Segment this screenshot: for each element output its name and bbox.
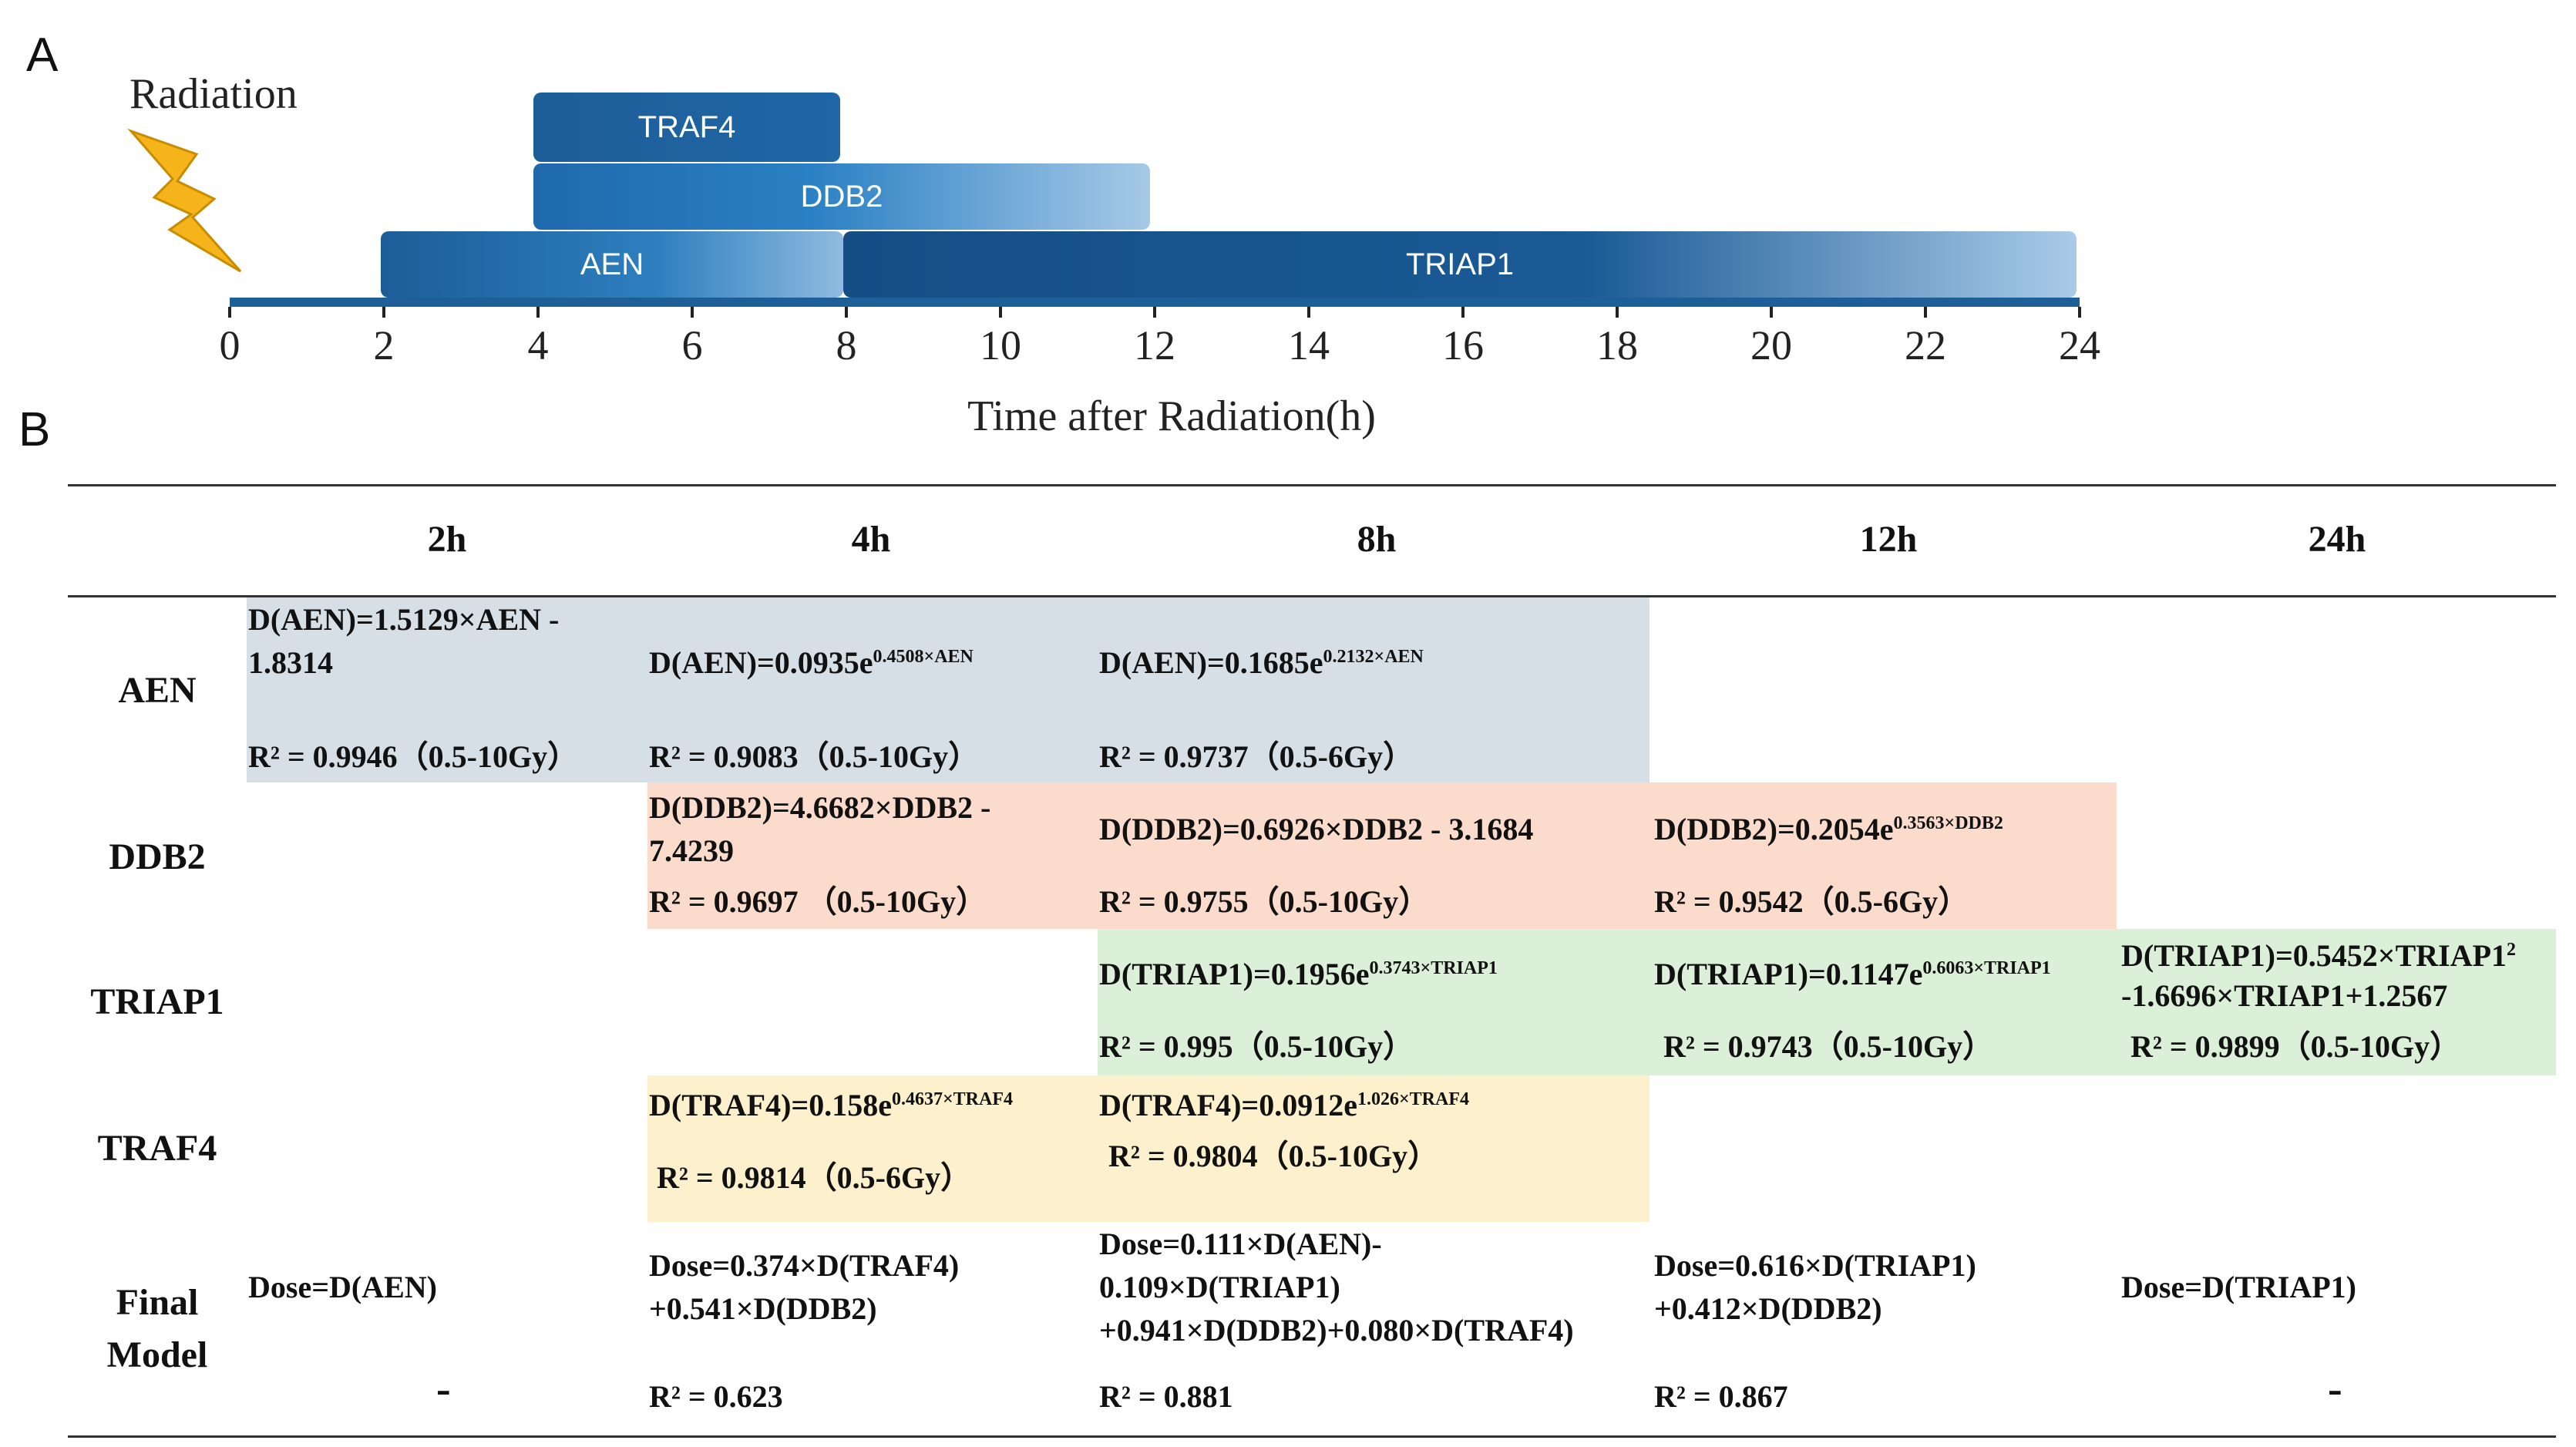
triap1-8h-eq: D(TRIAP1)=0.1956e0.3743×TRIAP1	[1099, 957, 1498, 991]
final-4h-r2: R² = 0.623	[649, 1379, 783, 1414]
traf4-row-bg	[647, 1075, 1650, 1222]
time-axis	[230, 298, 2080, 307]
triap1-8h-r2: R² = 0.995（0.5-10Gy）	[1099, 1029, 1414, 1064]
ddb2-8h-r2: R² = 0.9755（0.5-10Gy）	[1099, 884, 1430, 919]
axis-tick-label-6: 6	[682, 322, 703, 368]
row-label-final-1: Final	[116, 1282, 199, 1323]
final-8h-eq-line3: +0.941×D(DDB2)+0.080×D(TRAF4)	[1099, 1313, 1574, 1348]
axis-tick-label-12: 12	[1134, 322, 1175, 368]
bar-label-aen: AEN	[580, 247, 644, 281]
row-label-traf4: TRAF4	[97, 1128, 217, 1169]
col-header-12h: 12h	[1859, 519, 1918, 560]
row-label-aen: AEN	[118, 670, 197, 711]
bar-ddb2: DDB2	[533, 163, 1150, 230]
axis-tick-label-16: 16	[1442, 322, 1484, 368]
final-2h-eq: Dose=D(AEN)	[248, 1270, 437, 1304]
bar-label-ddb2: DDB2	[801, 180, 883, 214]
axis-tick-label-0: 0	[220, 322, 240, 368]
final-12h-eq-line1: Dose=0.616×D(TRIAP1)	[1654, 1248, 1976, 1283]
triap1-24h-r2: R² = 0.9899（0.5-10Gy）	[2130, 1029, 2461, 1064]
final-2h-r2: -	[436, 1365, 451, 1413]
ddb2-12h-eq: D(DDB2)=0.2054e0.3563×DDB2	[1654, 812, 2003, 846]
axis-tick-22	[1924, 307, 1927, 318]
axis-tick-label-24: 24	[2059, 322, 2100, 368]
axis-tick-label-14: 14	[1288, 322, 1330, 368]
axis-tick-16	[1461, 307, 1465, 318]
final-12h-eq-line2: +0.412×D(DDB2)	[1654, 1291, 1882, 1326]
x-axis-title: Time after Radiation(h)	[967, 392, 1376, 440]
row-label-final-2: Model	[106, 1334, 208, 1375]
axis-tick-20	[1770, 307, 1773, 318]
col-header-8h: 8h	[1357, 519, 1397, 560]
ddb2-4h-eq-line2: 7.4239	[649, 833, 734, 868]
axis-tick-label-2: 2	[374, 322, 395, 368]
table-header-rule	[68, 595, 2556, 597]
col-header-2h: 2h	[427, 519, 467, 560]
bar-triap1: TRIAP1	[843, 231, 2077, 298]
row-label-triap1: TRIAP1	[90, 981, 224, 1022]
final-4h-eq-line2: +0.541×D(DDB2)	[649, 1291, 877, 1326]
triap1-12h-r2: R² = 0.9743（0.5-10Gy）	[1663, 1029, 1994, 1064]
bar-label-traf4: TRAF4	[638, 110, 736, 144]
ddb2-4h-r2: R² = 0.9697 （0.5-10Gy）	[649, 884, 987, 919]
axis-tick-10	[999, 307, 1002, 318]
final-4h-eq-line1: Dose=0.374×D(TRAF4)	[649, 1248, 960, 1283]
traf4-8h-r2: R² = 0.9804（0.5-10Gy）	[1108, 1139, 1439, 1173]
axis-tick-4	[536, 307, 540, 318]
final-8h-eq-line2: 0.109×D(TRIAP1)	[1099, 1270, 1340, 1304]
final-8h-eq-line1: Dose=0.111×D(AEN)-	[1099, 1227, 1382, 1261]
panel-b-label: B	[18, 403, 51, 456]
final-24h-eq: Dose=D(TRIAP1)	[2121, 1270, 2356, 1304]
aen-2h-eq-line1: D(AEN)=1.5129×AEN -	[248, 602, 560, 637]
triap1-row-bg	[1098, 929, 2556, 1075]
ddb2-12h-r2: R² = 0.9542（0.5-6Gy）	[1654, 884, 1969, 919]
radiation-label: Radiation	[129, 70, 298, 118]
col-header-24h: 24h	[2308, 519, 2366, 560]
triap1-12h-eq: D(TRIAP1)=0.1147e0.6063×TRIAP1	[1654, 957, 2051, 991]
bar-aen: AEN	[381, 231, 843, 298]
ddb2-8h-eq: D(DDB2)=0.6926×DDB2 - 3.1684	[1099, 812, 1534, 846]
col-header-4h: 4h	[851, 519, 891, 560]
axis-tick-18	[1616, 307, 1619, 318]
traf4-4h-r2: R² = 0.9814（0.5-6Gy）	[657, 1160, 972, 1195]
aen-8h-eq: D(AEN)=0.1685e0.2132×AEN	[1099, 645, 1424, 680]
axis-tick-label-22: 22	[1905, 322, 1946, 368]
axis-tick-label-4: 4	[528, 322, 549, 368]
final-8h-r2: R² = 0.881	[1099, 1379, 1233, 1414]
lightning-bolt-icon	[127, 128, 242, 273]
axis-ticks: 0 2 4 6 8 10 12 14 16 18 20 22 24	[220, 307, 2100, 368]
aen-2h-r2: R² = 0.9946（0.5-10Gy）	[248, 739, 579, 774]
final-12h-r2: R² = 0.867	[1654, 1379, 1788, 1414]
axis-tick-24	[2078, 307, 2081, 318]
axis-tick-label-20: 20	[1750, 322, 1792, 368]
axis-tick-6	[691, 307, 694, 318]
axis-tick-label-8: 8	[836, 322, 857, 368]
axis-tick-label-18: 18	[1596, 322, 1638, 368]
axis-tick-0	[228, 307, 231, 318]
axis-tick-8	[845, 307, 848, 318]
aen-4h-eq: D(AEN)=0.0935e0.4508×AEN	[649, 645, 974, 680]
triap1-24h-eq-line2: -1.6696×TRIAP1+1.2567	[2121, 978, 2448, 1013]
aen-4h-r2: R² = 0.9083（0.5-10Gy）	[649, 739, 980, 774]
timeline-diagram: Radiation TRAF4 DDB2 AEN TRIAP1 0 2 4 6 8 10 1…	[127, 70, 2100, 440]
aen-row-bg	[247, 597, 1650, 782]
bar-traf4: TRAF4	[533, 93, 840, 162]
aen-8h-r2: R² = 0.9737（0.5-6Gy）	[1099, 739, 1414, 774]
table-bottom-rule	[68, 1435, 2556, 1438]
panel-a-label: A	[26, 29, 59, 82]
traf4-4h-eq: D(TRAF4)=0.158e0.4637×TRAF4	[649, 1088, 1013, 1122]
axis-tick-2	[382, 307, 385, 318]
aen-2h-eq-line2: 1.8314	[248, 645, 333, 680]
table-top-rule	[68, 484, 2556, 486]
axis-tick-14	[1307, 307, 1310, 318]
row-label-ddb2: DDB2	[109, 836, 206, 877]
bar-label-triap1: TRIAP1	[1406, 247, 1514, 281]
axis-tick-label-10: 10	[980, 322, 1021, 368]
ddb2-row-bg	[647, 782, 2117, 929]
traf4-8h-eq: D(TRAF4)=0.0912e1.026×TRAF4	[1099, 1088, 1469, 1122]
triap1-24h-eq-line1: D(TRIAP1)=0.5452×TRIAP12	[2121, 938, 2517, 973]
final-24h-r2: -	[2328, 1365, 2342, 1413]
axis-tick-12	[1153, 307, 1156, 318]
ddb2-4h-eq-line1: D(DDB2)=4.6682×DDB2 -	[649, 790, 991, 825]
